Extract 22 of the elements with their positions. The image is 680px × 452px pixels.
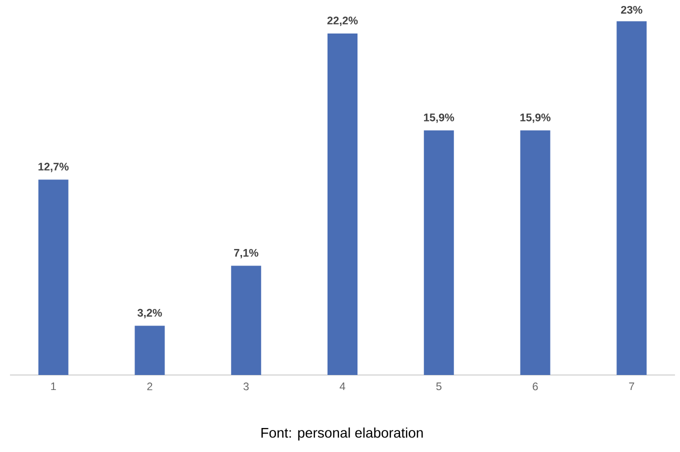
data-label: 12,7% bbox=[38, 162, 69, 172]
x-tick-label: 6 bbox=[532, 382, 538, 390]
data-label: 22,2% bbox=[327, 16, 358, 26]
data-label: 23% bbox=[621, 6, 642, 14]
bar bbox=[520, 130, 550, 375]
x-tick-label: 2 bbox=[147, 382, 152, 390]
bar bbox=[38, 180, 68, 375]
data-label: 15,9% bbox=[424, 114, 454, 123]
x-tick-label: 7 bbox=[629, 382, 634, 390]
data-label: 7,1% bbox=[234, 248, 258, 258]
bar bbox=[616, 21, 647, 375]
text: Font: personal elaboration bbox=[261, 427, 423, 440]
data-label: 15,9% bbox=[520, 114, 550, 123]
bar bbox=[328, 34, 358, 375]
x-tick-label: 3 bbox=[244, 382, 249, 390]
x-tick-label: 1 bbox=[51, 382, 56, 390]
x-tick-label: 5 bbox=[436, 382, 442, 390]
x-tick-label: 4 bbox=[340, 382, 346, 390]
bar bbox=[231, 266, 262, 375]
bar bbox=[134, 326, 165, 375]
data-label: 3,2% bbox=[138, 308, 162, 318]
bar bbox=[424, 130, 454, 375]
